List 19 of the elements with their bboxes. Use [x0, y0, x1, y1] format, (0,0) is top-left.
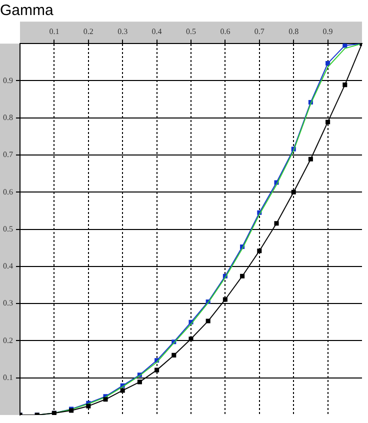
- y-tick-label: 0.3: [3, 298, 13, 308]
- y-tick-label: 0.1: [3, 372, 13, 382]
- x-tick-label: 0.6: [220, 26, 230, 36]
- y-tick-label: 0.6: [3, 187, 13, 196]
- x-tick-label: 0.5: [186, 26, 196, 36]
- y-tick-label: 0.8: [3, 112, 13, 122]
- x-tick-label: 0.8: [288, 26, 299, 36]
- x-tick-label: 0.7: [254, 26, 264, 36]
- x-tick-label: 0.1: [49, 26, 60, 36]
- y-tick-label: 0.5: [3, 224, 13, 234]
- x-tick-label: 0.3: [118, 26, 128, 36]
- x-tick-label: 0.4: [152, 26, 162, 36]
- x-tick-label: 0.2: [83, 26, 94, 36]
- y-tick-label: 0.7: [3, 150, 13, 160]
- y-tick-label: 0.4: [3, 262, 13, 271]
- chart-title: Gamma: [0, 2, 54, 20]
- y-tick-label: 0.2: [3, 336, 13, 345]
- x-tick-label: 0.9: [322, 26, 333, 36]
- y-tick-label: 0.9: [3, 76, 13, 85]
